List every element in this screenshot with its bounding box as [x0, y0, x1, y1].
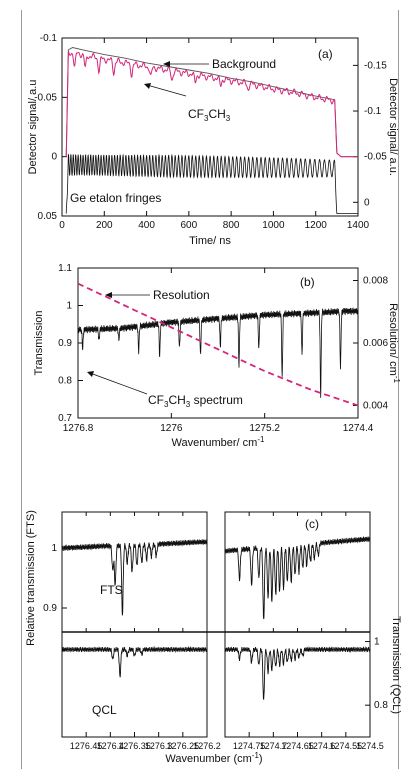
spectrum-label: CF3CH3 spectrum: [148, 393, 243, 409]
y-tick-label-right: 0.004: [363, 401, 388, 412]
x-tick-label: 800: [223, 220, 240, 231]
y-tick-label-right: 0: [364, 197, 370, 208]
x-tick-label: 600: [181, 220, 198, 231]
cf3ch3-label: CF3CH3: [188, 107, 231, 123]
etalon-label: Ge etalon fringes: [70, 191, 161, 205]
panel-c-xlabel: Wavenumber (cm-1): [165, 751, 262, 765]
spectrum-arrow: [89, 372, 148, 395]
x-tick-label: 1276.45: [70, 741, 103, 751]
y-tick-label-left: 0.8: [58, 376, 72, 387]
y-tick-label-left: 0: [51, 152, 57, 163]
y-tick-label-right: 0.008: [363, 276, 388, 287]
y-tick-label-left: 1: [66, 301, 72, 312]
y-tick-label-left: 1: [51, 543, 57, 554]
fts-label: FTS: [100, 583, 123, 597]
panel-a: 0 200 400 600 800 1000 1200 1400 0.050-0.05-0.1…: [27, 33, 399, 247]
y-tick-label-left: 0.05: [38, 211, 58, 222]
panel-b-ylabel-left: Transmission: [33, 311, 45, 376]
x-tick-label: 1000: [262, 220, 285, 231]
cf3ch3-trace: [65, 50, 358, 158]
y-tick-label-right: 1: [374, 637, 380, 648]
x-tick-label: 0: [59, 220, 65, 231]
y-tick-label-right: 0.006: [363, 338, 388, 349]
x-tick-label: 1274.55: [330, 741, 363, 751]
x-tick-label: 1276: [160, 423, 183, 434]
panel-b-x-ticks: 1276.8 1276 1275.2 1274.4: [63, 268, 374, 434]
qcl-label: QCL: [92, 703, 117, 717]
x-tick-label: 1276.2: [193, 741, 221, 751]
x-tick-label: 1274.5: [356, 741, 384, 751]
background-arrowhead: [163, 61, 170, 67]
panel-b-y-ticks-left: 0.7 0.8 0.9 1 1.1: [58, 263, 83, 424]
x-tick-label: 1274.4: [343, 423, 374, 434]
y-tick-label-left: 0.9: [58, 338, 72, 349]
background-label: Background: [212, 57, 276, 71]
fts-trace-right: [224, 536, 371, 620]
figure-frame: [21, 10, 399, 769]
panel-c-right-fts-frame: [224, 511, 371, 633]
spectrum-arrowhead: [87, 371, 94, 377]
etalon-fringe-trace: [65, 153, 358, 214]
spectrum-trace: [77, 307, 359, 398]
y-tick-label-left: 0.9: [43, 603, 57, 614]
y-tick-label-left: -0.1: [40, 33, 58, 44]
panel-c-left-fts-frame: [61, 511, 208, 633]
cf3ch3-arrow: [146, 84, 187, 97]
y-tick-label-left: 1.1: [58, 263, 72, 274]
x-tick-label: 1276.8: [63, 423, 94, 434]
panel-c-y-ticks-right: 0.81: [365, 637, 388, 711]
panel-c-y-ticks-left: 0.91: [43, 543, 67, 614]
resolution-label: Resolution: [153, 288, 210, 302]
resolution-curve: [77, 282, 359, 407]
y-tick-label-right: -0.1: [364, 106, 382, 117]
x-tick-label: 1274.65: [281, 741, 314, 751]
qcl-trace-left: [61, 645, 208, 678]
panel-c-ylabel-right: Transmission (QCL): [390, 616, 402, 714]
x-tick-label: 1276.4: [97, 741, 125, 751]
x-tick-label: 1274.6: [308, 741, 336, 751]
panel-a-x-ticks: 0 200 400 600 800 1000 1200 1400: [59, 38, 370, 231]
resolution-arrowhead: [105, 292, 112, 298]
qcl-trace-right: [224, 645, 371, 700]
x-tick-label: 1276.3: [145, 741, 173, 751]
x-tick-label: 1276.35: [118, 741, 151, 751]
panel-c-ylabel-left: Relative transmission (FTS): [25, 510, 37, 646]
x-tick-label: 1274.7: [260, 741, 288, 751]
panel-c-label: (c): [305, 517, 319, 531]
x-tick-label: 1400: [347, 220, 370, 231]
x-tick-label: 1276.25: [167, 741, 200, 751]
panel-a-xlabel: Time/ ns: [189, 235, 231, 247]
y-tick-label-left: 0.7: [58, 413, 72, 424]
panel-a-plot-area: [61, 37, 359, 217]
y-tick-label-right: -0.05: [364, 152, 387, 163]
cf3ch3-arrowhead: [144, 83, 151, 89]
y-tick-label-right: -0.15: [364, 60, 387, 71]
panel-a-label: (a): [318, 47, 333, 61]
panel-b-ylabel-right: Resolution/ cm-1: [387, 303, 401, 383]
x-tick-label: 1200: [305, 220, 328, 231]
x-tick-label: 200: [96, 220, 113, 231]
panel-a-ylabel-right: Detector signal/ a.u.: [387, 78, 399, 176]
panel-b: 1276.8 1276 1275.2 1274.4 0.7 0.8 0.9 1 1.1 0.0…: [33, 263, 401, 449]
panel-b-label: (b): [300, 275, 315, 289]
x-tick-label: 400: [138, 220, 155, 231]
y-tick-label-left: -0.05: [34, 92, 57, 103]
panel-b-xlabel: Wavenumber/ cm-1: [172, 435, 265, 449]
y-tick-label-right: 0.8: [374, 700, 388, 711]
fts-trace-left: [61, 539, 208, 616]
x-tick-label: 1275.2: [249, 423, 280, 434]
x-tick-label: 1274.75: [233, 741, 266, 751]
panel-a-ylabel-left: Detector signal/ a.u: [27, 80, 39, 175]
